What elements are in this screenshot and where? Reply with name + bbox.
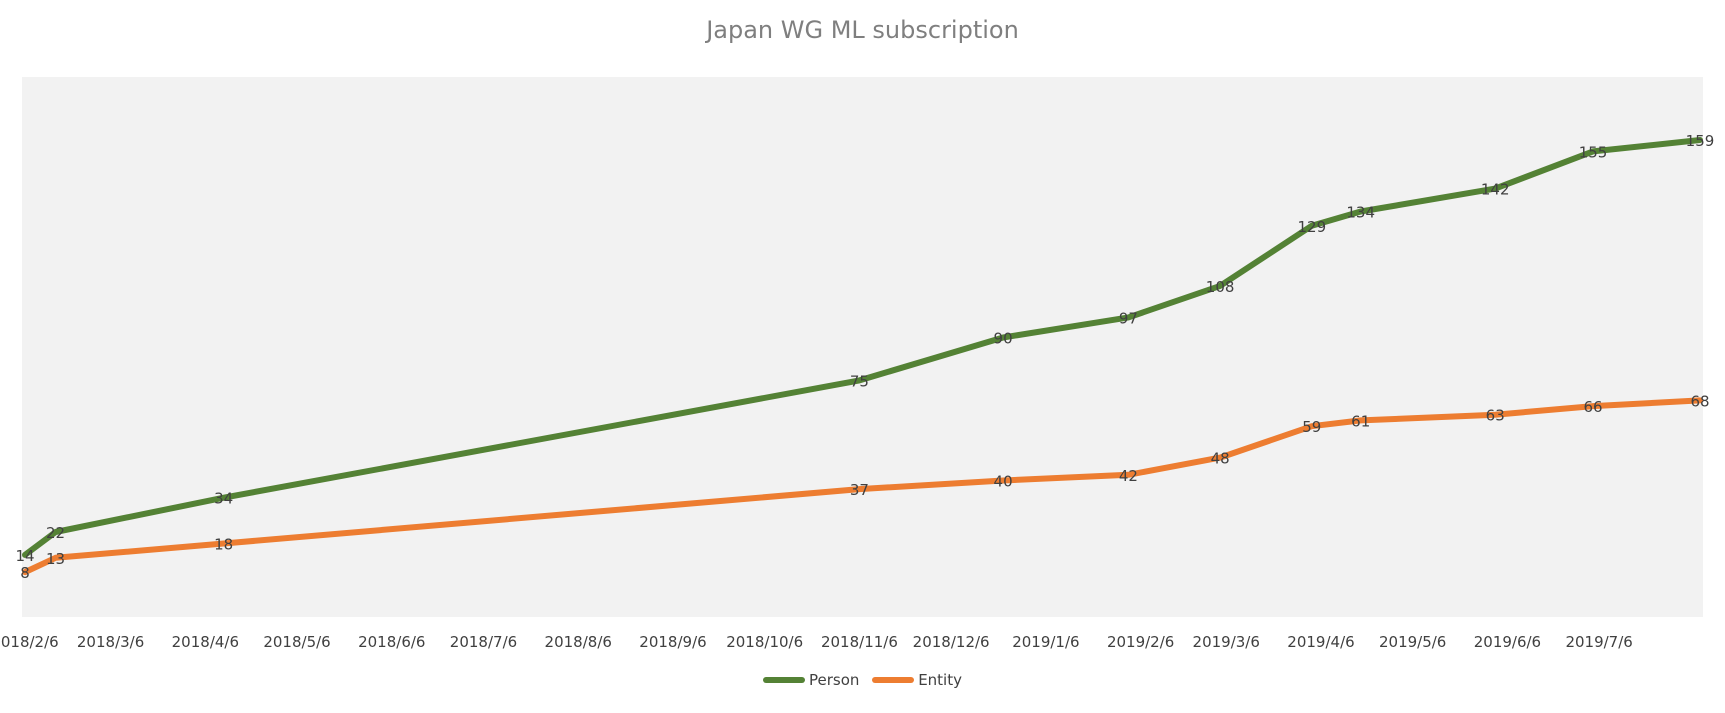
legend-item-person: Person [763, 671, 859, 689]
data-label: 14 [15, 547, 34, 565]
x-tick-label: 2018/4/6 [172, 633, 239, 651]
data-label: 37 [850, 481, 869, 499]
data-label: 61 [1351, 412, 1370, 430]
data-label: 68 [1690, 392, 1709, 410]
series-lines [22, 137, 1703, 576]
data-label: 134 [1346, 204, 1375, 222]
data-label: 90 [994, 329, 1013, 347]
data-label: 59 [1302, 418, 1321, 436]
x-tick-label: 2018/8/6 [545, 633, 612, 651]
data-label: 66 [1583, 398, 1602, 416]
data-label: 40 [994, 473, 1013, 491]
x-tick-label: 2019/6/6 [1474, 633, 1541, 651]
data-label: 8 [20, 564, 30, 582]
x-tick-label: 2019/1/6 [1012, 633, 1079, 651]
x-tick-label: 2019/2/6 [1107, 633, 1174, 651]
x-tick-label: 2018/3/6 [77, 633, 144, 651]
data-label: 159 [1686, 132, 1715, 150]
data-label: 75 [850, 372, 869, 390]
data-label: 13 [46, 550, 65, 568]
x-tick-label: 2018/11/6 [821, 633, 898, 651]
legend-label-person: Person [809, 670, 860, 689]
data-label: 155 [1579, 143, 1608, 161]
x-tick-label: 2019/3/6 [1193, 633, 1260, 651]
chart-title: Japan WG ML subscription [706, 16, 1019, 44]
data-label: 108 [1206, 278, 1235, 296]
x-tick-label: 2018/5/6 [263, 633, 330, 651]
data-label: 22 [46, 524, 65, 542]
x-tick-label: 2019/7/6 [1565, 633, 1632, 651]
x-tick-label: 2018/2/6 [0, 633, 59, 651]
data-label: 48 [1211, 450, 1230, 468]
x-tick-label: 2018/12/6 [913, 633, 990, 651]
x-tick-label: 2018/10/6 [726, 633, 803, 651]
data-labels: 14 22 34 75 90 97 108 129 134 142 155 159 8 13 18 37 40 4… [15, 132, 1714, 582]
data-label: 63 [1486, 407, 1505, 425]
data-label: 42 [1119, 467, 1138, 485]
x-tick-label: 2019/5/6 [1379, 633, 1446, 651]
legend-item-entity: Entity [872, 671, 962, 689]
data-label: 97 [1119, 309, 1138, 327]
legend-swatch-entity [872, 677, 915, 683]
data-label: 18 [214, 535, 233, 553]
legend-label-entity: Entity [918, 670, 962, 689]
x-axis-tick-labels: 2018/2/6 2018/3/6 2018/4/6 2018/5/6 2018/6/6… [0, 633, 1633, 651]
plot-area [22, 77, 1703, 617]
x-tick-label: 2018/6/6 [358, 633, 425, 651]
x-tick-label: 2019/4/6 [1287, 633, 1354, 651]
data-label: 129 [1297, 218, 1326, 236]
x-tick-label: 2018/9/6 [639, 633, 706, 651]
series-line-entity [22, 397, 1703, 576]
series-line-person [22, 137, 1703, 558]
data-label: 142 [1481, 181, 1510, 199]
legend-swatch-person [763, 677, 805, 683]
x-tick-label: 2018/7/6 [450, 633, 517, 651]
data-label: 34 [214, 490, 233, 508]
legend: Person Entity [0, 670, 1725, 689]
